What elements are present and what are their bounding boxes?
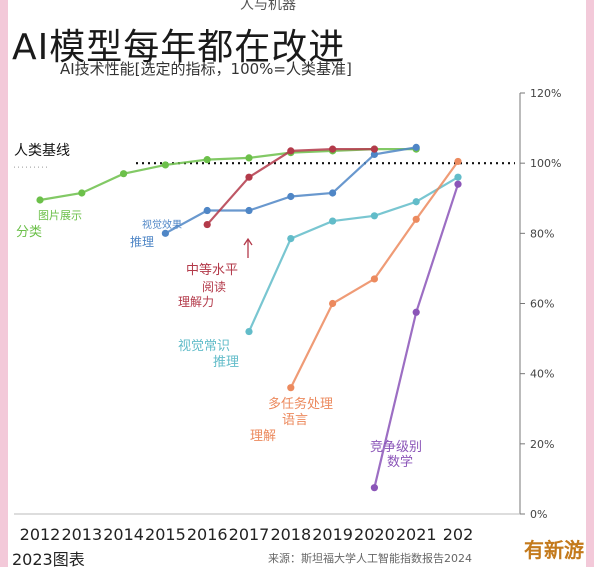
- x-tick-label: 2014: [103, 525, 144, 544]
- watermark-badge: 有新游: [524, 538, 584, 562]
- data-point: [370, 212, 378, 220]
- data-point: [287, 147, 295, 155]
- series-label: 分类: [16, 225, 42, 240]
- baseline-label: 人类基线: [14, 142, 70, 159]
- data-point: [287, 192, 295, 201]
- series-label: 中等水平: [186, 262, 238, 278]
- data-point: [370, 275, 378, 283]
- series-label: 推理: [213, 355, 239, 370]
- y-tick-label: 20%: [530, 438, 554, 451]
- series-label: 理解力: [178, 295, 214, 309]
- left-border-strip: [0, 0, 8, 567]
- annotation-arrow: [243, 237, 253, 258]
- x-tick-label: 2020: [354, 525, 395, 544]
- data-point: [120, 170, 128, 178]
- y-tick-label: 60%: [530, 298, 554, 311]
- series-label: 阅读: [202, 280, 226, 294]
- series-label: 竞争级别: [370, 439, 422, 455]
- data-point: [287, 234, 295, 243]
- data-point: [412, 198, 420, 206]
- series-line: [206, 148, 375, 226]
- series-label: 理解: [250, 429, 276, 444]
- x-tick-label: 2013: [61, 525, 102, 544]
- series-line: [247, 176, 459, 333]
- series-label: 语言: [282, 413, 308, 428]
- y-tick-label: 80%: [530, 227, 554, 240]
- data-point: [412, 308, 420, 316]
- x-tick-label: 2021: [396, 525, 437, 544]
- series-label: 多任务处理: [268, 396, 333, 412]
- data-point: [454, 180, 462, 188]
- data-point: [161, 229, 169, 237]
- data-point: [454, 173, 462, 181]
- series-label: 视觉效果: [142, 218, 182, 231]
- data-point: [412, 143, 420, 151]
- data-point: [203, 206, 211, 215]
- y-ticks: 0% 20% 40% 60% 80% 100% 120%: [520, 87, 561, 521]
- data-point: [245, 173, 253, 181]
- data-point: [412, 215, 420, 223]
- y-tick-label: 0%: [530, 508, 547, 521]
- data-point: [203, 156, 211, 164]
- y-tick-label: 100%: [530, 157, 561, 170]
- x-tick-label: 2019: [312, 525, 353, 544]
- x-tick-label: 2016: [187, 525, 228, 544]
- y-tick-label: 120%: [530, 87, 561, 100]
- data-point: [329, 217, 337, 225]
- series-label: 推理: [130, 235, 154, 249]
- x-tick-label: 2018: [270, 525, 311, 544]
- chart-title: AI模型每年都在改进: [12, 27, 346, 68]
- x-ticks: 2012 2013 2014 2015 2016 2017 2018 2019 2020 2021…: [20, 525, 474, 544]
- data-point: [245, 206, 253, 215]
- data-point: [370, 484, 378, 492]
- data-point: [36, 196, 44, 204]
- year-note: 2023图表: [12, 550, 85, 569]
- x-tick-label: 2012: [20, 525, 61, 544]
- chart-subtitle: AI技术性能[选定的指标，100%=人类基准]: [60, 60, 352, 78]
- human-baseline: 人类基线: [14, 142, 515, 168]
- x-tick-label: 2017: [229, 525, 270, 544]
- data-point: [287, 384, 295, 392]
- right-border-strip: [586, 0, 594, 567]
- data-point: [161, 161, 169, 169]
- series-label: 图片展示: [38, 209, 82, 222]
- series-label: 视觉常识: [178, 339, 230, 354]
- x-tick-label: 202: [443, 525, 474, 544]
- series-line: [39, 148, 417, 202]
- top-cut-text: 人与机器: [240, 0, 296, 13]
- data-point: [370, 150, 378, 158]
- data-point: [370, 145, 378, 153]
- data-point: [78, 189, 86, 197]
- data-point: [245, 154, 253, 162]
- data-point: [329, 189, 337, 197]
- x-tick-label: 2015: [145, 525, 186, 544]
- source-note: 来源：斯坦福大学人工智能指数报告2024: [268, 552, 472, 565]
- series-label: 数学: [387, 454, 413, 470]
- y-tick-label: 40%: [530, 368, 554, 381]
- data-point: [245, 327, 253, 336]
- data-point: [203, 220, 211, 229]
- data-point: [454, 157, 462, 166]
- data-point: [329, 145, 337, 153]
- data-point: [329, 299, 337, 308]
